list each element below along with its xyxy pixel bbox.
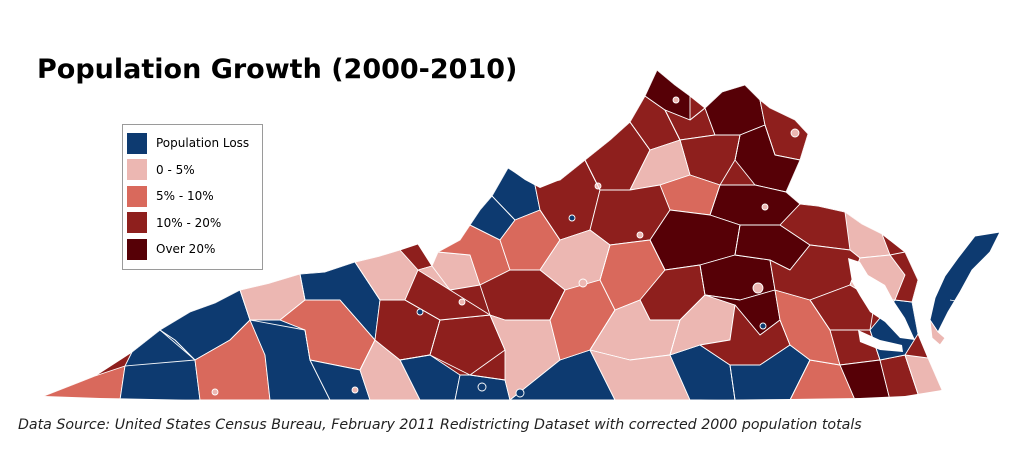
legend-item-0-5: 0 - 5% <box>127 157 262 184</box>
legend-label: Population Loss <box>156 136 250 151</box>
legend: Population Loss 0 - 5% 5% - 10% 10% - 20… <box>122 124 263 270</box>
james-river-mouth <box>858 330 903 352</box>
county-region-suffolk <box>839 359 891 400</box>
city-alexandria <box>790 128 800 138</box>
city-petersburg <box>759 322 767 330</box>
city-bristol <box>211 388 219 396</box>
legend-swatch <box>127 238 147 260</box>
county-region-mathews <box>889 251 919 303</box>
legend-item-over-20: Over 20% <box>127 236 262 263</box>
county-region-lee <box>44 365 126 400</box>
legend-item-10-20: 10% - 20% <box>127 210 262 237</box>
county-region-mecklenburg <box>589 349 691 400</box>
county-region-loudoun <box>704 84 766 136</box>
city-danville <box>515 388 525 398</box>
legend-item-population-loss: Population Loss <box>127 130 262 157</box>
legend-swatch <box>127 212 147 234</box>
legend-swatch <box>127 185 147 207</box>
city-salem <box>458 298 466 306</box>
data-source-note: Data Source: United States Census Bureau… <box>18 417 862 433</box>
legend-label: 5% - 10% <box>156 189 214 204</box>
map-title: Population Growth (2000-2010) <box>37 54 518 85</box>
county-region-patrick <box>399 354 461 400</box>
legend-swatch <box>127 159 147 181</box>
city-winchester <box>672 96 680 104</box>
city-charlottesville <box>636 231 644 239</box>
eastern-shore-border <box>949 299 963 303</box>
city-richmond <box>752 282 764 294</box>
city-lynchburg <box>578 278 588 288</box>
chesapeake-bay <box>848 258 915 340</box>
county-region-accomack <box>929 231 1001 333</box>
city-fredericksburg <box>761 203 769 211</box>
city-staunton <box>568 214 576 222</box>
city-martinsville <box>477 382 487 392</box>
county-region-northampton <box>929 319 946 346</box>
legend-label: Over 20% <box>156 242 216 257</box>
city-galax <box>351 386 359 394</box>
legend-label: 10% - 20% <box>156 215 222 230</box>
legend-item-5-10: 5% - 10% <box>127 183 262 210</box>
legend-label: 0 - 5% <box>156 162 195 177</box>
legend-swatch <box>127 132 147 154</box>
